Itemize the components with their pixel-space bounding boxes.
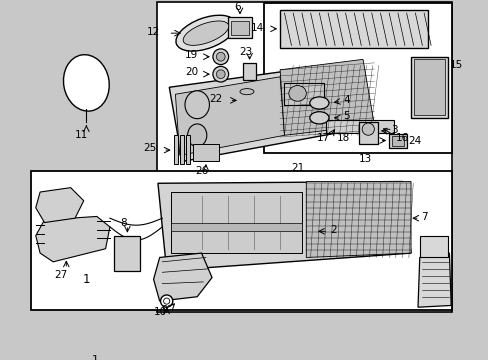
Polygon shape <box>36 188 83 222</box>
Bar <box>413 59 444 115</box>
Polygon shape <box>36 216 110 262</box>
Bar <box>280 10 427 48</box>
Ellipse shape <box>216 52 224 61</box>
Ellipse shape <box>216 70 224 78</box>
Text: 26: 26 <box>195 166 208 176</box>
Text: 8: 8 <box>121 217 127 228</box>
Ellipse shape <box>176 15 235 51</box>
Ellipse shape <box>309 112 328 124</box>
Ellipse shape <box>309 97 328 109</box>
Text: 6: 6 <box>234 2 240 12</box>
Text: 16: 16 <box>394 133 408 143</box>
Text: 20: 20 <box>184 67 198 77</box>
Bar <box>325 121 393 132</box>
Bar <box>243 63 255 80</box>
Polygon shape <box>153 253 212 301</box>
Ellipse shape <box>187 124 206 147</box>
Text: 25: 25 <box>142 143 156 153</box>
Bar <box>157 2 451 311</box>
Bar <box>391 136 403 146</box>
Bar <box>388 134 406 148</box>
Polygon shape <box>169 61 371 161</box>
Bar <box>30 171 451 310</box>
Bar <box>192 144 219 161</box>
Text: 1: 1 <box>91 355 99 360</box>
Bar <box>180 135 184 164</box>
Text: 7: 7 <box>421 212 427 222</box>
Bar <box>410 57 447 118</box>
Bar <box>114 236 140 271</box>
Polygon shape <box>305 181 410 257</box>
Bar <box>171 222 301 231</box>
Bar <box>240 92 253 109</box>
Text: 9: 9 <box>161 305 168 315</box>
Bar <box>264 4 451 153</box>
Ellipse shape <box>183 21 228 45</box>
Text: 18: 18 <box>337 133 350 143</box>
Text: 14: 14 <box>251 23 264 33</box>
Text: 5: 5 <box>342 111 349 121</box>
Bar <box>185 135 190 164</box>
Text: 21: 21 <box>290 163 304 174</box>
Ellipse shape <box>240 89 253 95</box>
Text: 12: 12 <box>146 27 160 37</box>
Bar <box>227 17 252 39</box>
Text: 23: 23 <box>239 48 252 57</box>
Text: 1: 1 <box>82 273 90 286</box>
Ellipse shape <box>288 86 305 101</box>
Text: 22: 22 <box>209 94 222 104</box>
Text: 3: 3 <box>390 125 397 135</box>
Text: 17: 17 <box>317 133 330 143</box>
Polygon shape <box>417 253 450 307</box>
Text: 24: 24 <box>407 135 421 145</box>
Bar <box>173 135 178 164</box>
Polygon shape <box>158 181 410 271</box>
Text: 10: 10 <box>154 307 167 316</box>
Polygon shape <box>280 59 374 135</box>
Ellipse shape <box>160 295 172 307</box>
Text: 19: 19 <box>184 50 198 60</box>
Ellipse shape <box>362 123 374 135</box>
Bar <box>284 83 323 105</box>
Bar <box>358 122 377 144</box>
Text: 13: 13 <box>358 154 371 164</box>
Bar <box>231 21 248 35</box>
Bar <box>419 236 447 257</box>
Text: 4: 4 <box>342 95 349 105</box>
Ellipse shape <box>163 298 169 304</box>
Text: 15: 15 <box>448 60 462 71</box>
Polygon shape <box>175 77 284 156</box>
Ellipse shape <box>63 55 109 111</box>
Ellipse shape <box>212 66 228 82</box>
Bar <box>171 192 301 253</box>
Text: 2: 2 <box>329 225 336 235</box>
Text: 11: 11 <box>74 130 87 140</box>
Ellipse shape <box>184 91 209 119</box>
Text: 27: 27 <box>54 270 67 280</box>
Ellipse shape <box>212 49 228 64</box>
